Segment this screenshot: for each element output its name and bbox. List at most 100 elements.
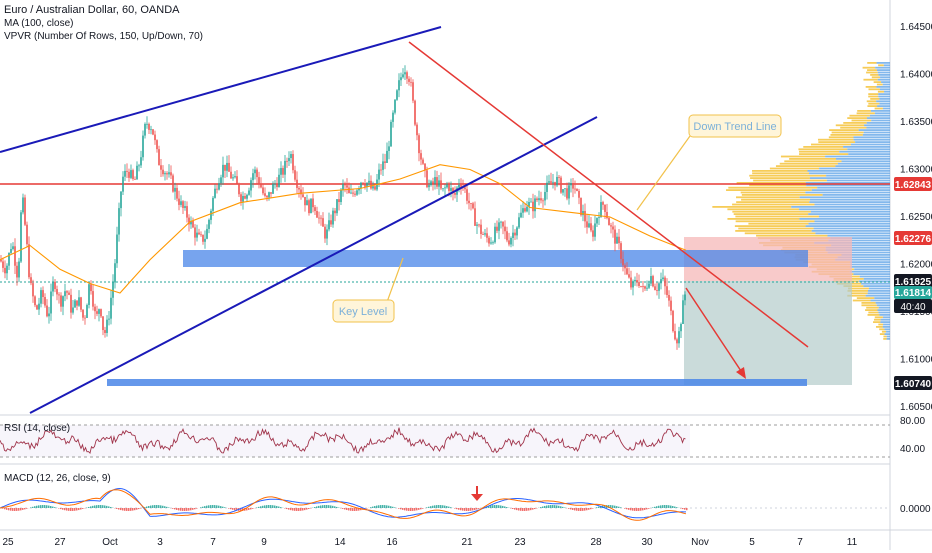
vpvr-bar-down	[851, 144, 890, 146]
candle-body	[158, 149, 160, 165]
macd-hist-bar	[662, 505, 664, 508]
candle-body	[114, 263, 116, 282]
vpvr-bar-down	[825, 156, 890, 158]
macd-hist-bar	[62, 508, 64, 510]
candle-body	[292, 154, 294, 170]
candle-body	[218, 183, 220, 189]
vpvr-bar-down	[810, 177, 890, 179]
candle-body	[62, 296, 64, 307]
macd-hist-bar	[220, 506, 222, 508]
symbol-title[interactable]: Euro / Australian Dollar, 60, OANDA	[4, 4, 180, 16]
price-tag-last[interactable]: 1.61814	[894, 286, 932, 299]
vpvr-bar-down	[876, 302, 890, 304]
macd-hist-bar	[382, 505, 384, 508]
candle-body	[126, 171, 128, 172]
macd-hist-bar	[414, 508, 416, 511]
vpvr-bar-down	[848, 153, 890, 155]
macd-hist-bar	[512, 508, 514, 509]
macd-hist-bar	[350, 508, 352, 511]
candle-body	[266, 196, 268, 197]
candle-body	[310, 198, 312, 213]
macd-hist-bar	[370, 507, 372, 508]
price-tag-target[interactable]: 1.60740	[894, 376, 932, 390]
macd-hist-bar	[636, 508, 638, 511]
macd-hist-bar	[542, 506, 544, 508]
time-tick-label: 9	[261, 537, 267, 548]
vpvr-bar-down	[812, 230, 890, 232]
macd-hist-bar	[544, 506, 546, 508]
candle-body	[562, 189, 564, 192]
candle-body	[254, 170, 256, 174]
macd-hist-bar	[378, 505, 380, 508]
candle-body	[378, 170, 380, 180]
macd-hist-bar	[50, 506, 52, 508]
macd-hist-bar	[148, 506, 150, 508]
candle-body	[576, 189, 578, 191]
candle-body	[356, 190, 358, 194]
vpvr-bar-down	[878, 93, 890, 95]
vpvr-bar-up	[735, 216, 819, 218]
macd-hist-bar	[618, 507, 620, 508]
candle-body	[478, 225, 480, 226]
candle-body	[244, 196, 246, 199]
macd-hist-bar	[196, 508, 198, 509]
macd-hist-bar	[408, 508, 410, 511]
vpvr-bar-up	[836, 124, 864, 126]
macd-hist-bar	[646, 508, 648, 509]
price-tag-resistance[interactable]: 1.62843	[894, 177, 932, 191]
macd-hist-bar	[434, 505, 436, 508]
candle-body	[586, 221, 588, 227]
price-tag-current[interactable]: 1.61825	[894, 274, 932, 288]
macd-hist-bar	[352, 508, 354, 511]
macd-hist-bar	[60, 508, 62, 509]
macd-hist-bar	[218, 506, 220, 508]
macd-hist-bar	[334, 506, 336, 508]
candle-body	[26, 225, 28, 245]
vpvr-bar-down	[880, 88, 890, 90]
vpvr-bar-up	[857, 110, 871, 112]
key-level-zone[interactable]	[183, 250, 808, 267]
macd-hist-bar	[182, 508, 184, 511]
vpvr-bar-down	[864, 132, 890, 134]
ma-legend[interactable]: MA (100, close)	[4, 18, 73, 29]
vpvr-bar-down	[884, 328, 890, 330]
candle-body	[138, 165, 140, 166]
vpvr-bar-down	[819, 216, 890, 218]
vpvr-bar-up	[874, 319, 881, 321]
vpvr-bar-up	[879, 328, 884, 330]
candle-body	[410, 82, 412, 83]
macd-hist-bar	[278, 506, 280, 508]
candle-body	[234, 176, 236, 177]
candle-body	[498, 222, 500, 230]
vpvr-bar-up	[776, 165, 835, 167]
vpvr-bar-down	[854, 268, 890, 270]
candle-body	[106, 320, 108, 333]
macd-legend[interactable]: MACD (12, 26, close, 9)	[4, 473, 111, 484]
vpvr-bar-down	[814, 204, 890, 206]
vpvr-legend[interactable]: VPVR (Number Of Rows, 150, Up/Down, 70)	[4, 31, 203, 42]
vpvr-bar-down	[878, 312, 890, 314]
macd-hist-bar	[578, 508, 580, 511]
svg-text:1.62843: 1.62843	[895, 180, 932, 191]
macd-hist-bar	[190, 508, 192, 510]
candle-body	[542, 200, 544, 201]
take-profit-zone[interactable]	[684, 281, 852, 385]
candle-body	[276, 184, 278, 187]
vpvr-bar-up	[865, 309, 877, 311]
candle-body	[200, 234, 202, 235]
vpvr-bar-down	[853, 273, 890, 275]
vpvr-bar-up	[877, 84, 883, 86]
vpvr-bar-down	[879, 314, 890, 316]
macd-hist-bar	[82, 508, 84, 509]
candle-body	[86, 305, 88, 318]
target-level-zone[interactable]	[107, 379, 807, 386]
vpvr-bar-down	[791, 206, 890, 208]
price-tag-zone-top[interactable]: 1.62276	[894, 231, 932, 245]
macd-hist-bar	[634, 508, 636, 511]
candle-body	[90, 284, 92, 291]
rsi-legend[interactable]: RSI (14, close)	[4, 423, 70, 434]
candle-body	[524, 208, 526, 211]
vpvr-bar-down	[817, 187, 890, 189]
